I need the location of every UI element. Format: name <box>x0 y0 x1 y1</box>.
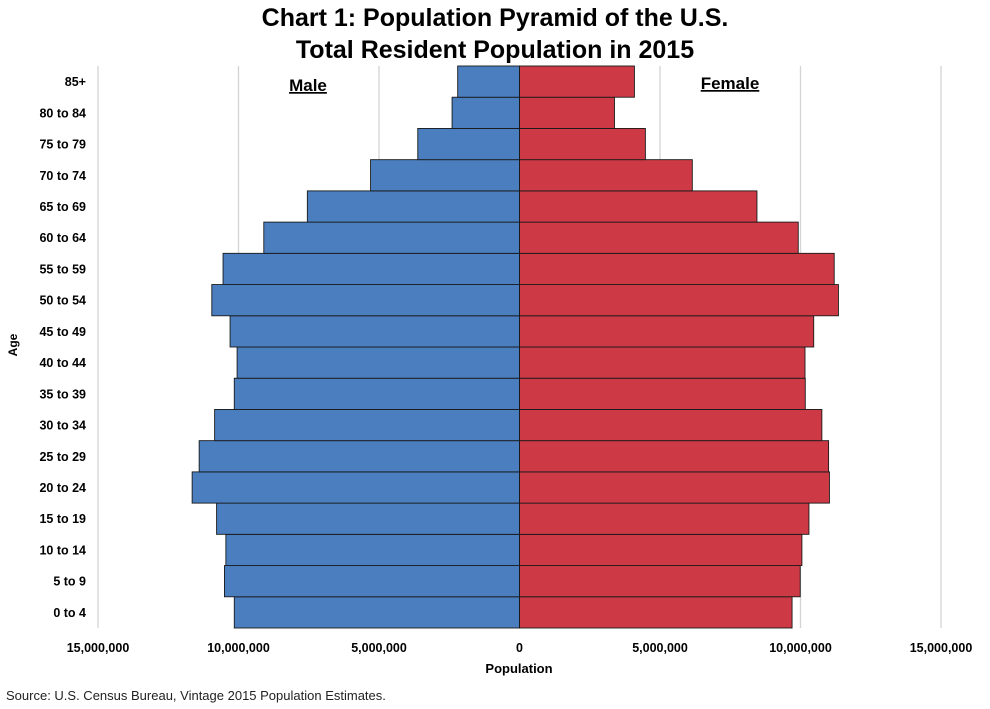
bar-female-17 <box>519 65 635 98</box>
x-axis-label: Population <box>485 661 552 676</box>
x-tick-labels: 15,000,000 10,000,000 5,000,000 0 5,000,000 1… <box>67 641 973 655</box>
chart-title-line1: Chart 1: Population Pyramid of the U.S. <box>261 4 729 32</box>
y-axis-label: Age <box>6 333 20 356</box>
bar-female-15 <box>519 127 646 161</box>
bar-female-1 <box>519 565 801 598</box>
y-tick-label-4: 20 to 24 <box>39 481 86 495</box>
bar-female-5 <box>519 440 830 473</box>
y-tick-label-10: 50 to 54 <box>39 294 86 308</box>
y-tick-label-11: 55 to 59 <box>39 262 86 276</box>
bar-male-2 <box>225 533 520 567</box>
y-tick-label-16: 80 to 84 <box>39 106 86 120</box>
y-tick-label-0: 0 to 4 <box>53 606 86 620</box>
bar-male-14 <box>370 159 520 192</box>
bar-male-4 <box>191 471 520 504</box>
bar-male-15 <box>417 127 520 161</box>
legend-male: Male <box>289 76 327 95</box>
bar-male-1 <box>223 565 520 598</box>
y-tick-label-13: 65 to 69 <box>39 200 86 214</box>
bar-female-10 <box>519 284 839 317</box>
bar-male-12 <box>263 221 520 254</box>
y-tick-label-12: 60 to 64 <box>39 231 86 245</box>
y-tick-label-2: 10 to 14 <box>39 543 86 557</box>
y-tick-label-8: 40 to 44 <box>39 356 86 370</box>
x-tick-label-3: 0 <box>516 641 523 655</box>
bar-female-9 <box>519 315 815 348</box>
y-tick-labels: 0 to 4 5 to 9 10 to 14 15 to 19 20 to 24 25 t… <box>39 75 86 620</box>
bar-male-13 <box>306 190 520 223</box>
bar-male-10 <box>211 284 520 317</box>
bar-female-2 <box>519 533 803 567</box>
bar-male-16 <box>451 96 520 129</box>
y-tick-label-5: 25 to 29 <box>39 450 86 464</box>
bar-male-8 <box>236 346 520 379</box>
x-tick-label-4: 5,000,000 <box>632 641 688 655</box>
bar-female-13 <box>519 190 758 223</box>
x-tick-label-0: 15,000,000 <box>67 641 130 655</box>
bar-male-17 <box>457 65 520 98</box>
y-tick-label-17: 85+ <box>65 75 86 89</box>
bar-male-0 <box>233 596 520 629</box>
y-tick-label-1: 5 to 9 <box>53 575 86 589</box>
bar-male-7 <box>233 377 520 410</box>
y-tick-label-6: 30 to 34 <box>39 419 86 433</box>
bar-male-11 <box>222 252 520 286</box>
x-tick-label-5: 10,000,000 <box>769 641 832 655</box>
y-tick-label-7: 35 to 39 <box>39 387 86 401</box>
bars <box>191 65 839 629</box>
chart-title: Chart 1: Population Pyramid of the U.S. … <box>0 2 990 66</box>
bar-female-16 <box>519 96 615 129</box>
bar-female-6 <box>519 408 823 442</box>
bar-male-9 <box>229 315 520 348</box>
bar-female-3 <box>519 502 810 535</box>
x-tick-label-1: 10,000,000 <box>207 641 270 655</box>
legend-female: Female <box>701 74 760 93</box>
bar-female-14 <box>519 159 693 192</box>
bar-male-5 <box>198 440 520 473</box>
y-tick-label-9: 45 to 49 <box>39 325 86 339</box>
chart-title-line2: Total Resident Population in 2015 <box>295 36 695 64</box>
x-tick-label-6: 15,000,000 <box>910 641 973 655</box>
bar-male-6 <box>214 408 520 442</box>
bar-female-8 <box>519 346 806 379</box>
bar-female-4 <box>519 471 830 504</box>
bar-female-11 <box>519 252 835 286</box>
bar-female-0 <box>519 596 793 629</box>
bar-female-7 <box>519 377 806 410</box>
x-tick-label-2: 5,000,000 <box>351 641 407 655</box>
y-tick-label-15: 75 to 79 <box>39 138 86 152</box>
bar-female-12 <box>519 221 799 254</box>
bar-male-3 <box>216 502 520 535</box>
source-note: Source: U.S. Census Bureau, Vintage 2015… <box>6 688 386 703</box>
y-tick-label-14: 70 to 74 <box>39 169 86 183</box>
y-tick-label-3: 15 to 19 <box>39 512 86 526</box>
